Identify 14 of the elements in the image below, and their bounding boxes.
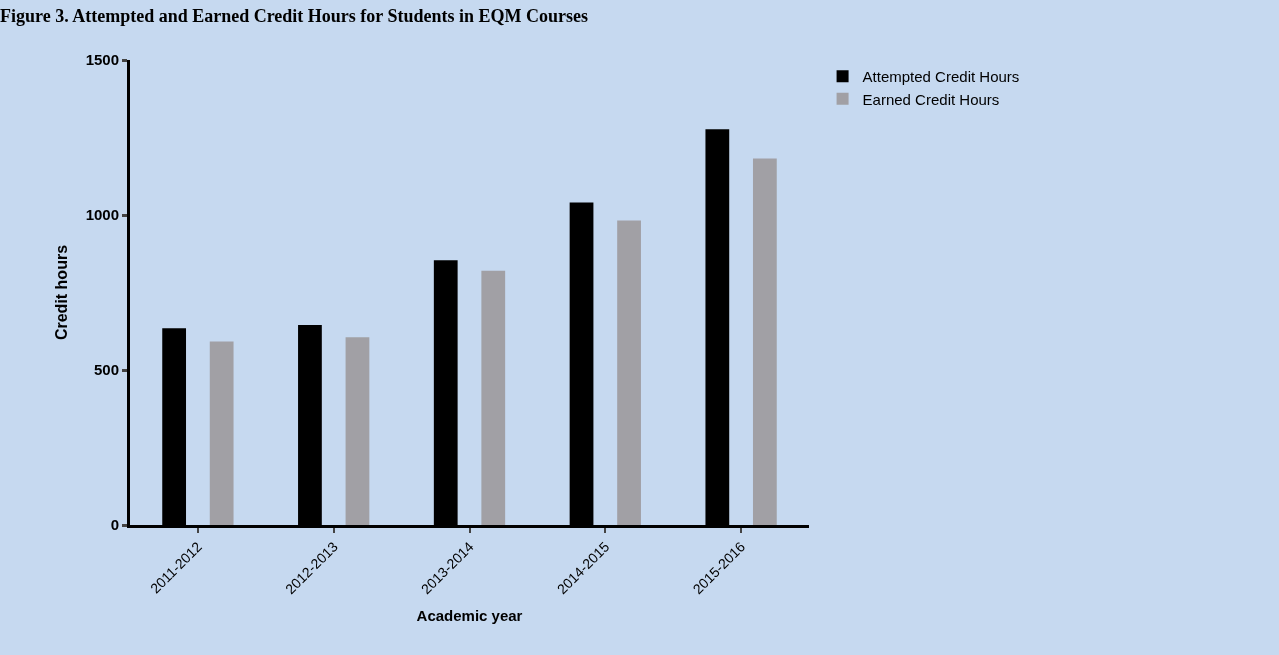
y-tick-label: 0 bbox=[110, 516, 119, 534]
bar bbox=[617, 220, 641, 525]
legend-label: Attempted Credit Hours bbox=[862, 68, 1020, 86]
bar bbox=[209, 341, 234, 525]
bar bbox=[345, 337, 370, 525]
y-axis-title: Credit hours bbox=[52, 244, 70, 341]
bar bbox=[481, 270, 506, 525]
x-axis-title: Academic year bbox=[416, 607, 523, 625]
legend-label: Earned Credit Hours bbox=[862, 90, 1000, 108]
bar bbox=[752, 158, 777, 525]
chart-title: Figure 3. Attempted and Earned Credit Hours for Students in EQM Courses bbox=[0, 6, 589, 27]
y-tick-label: 1000 bbox=[85, 206, 119, 224]
y-tick-label: 1500 bbox=[85, 51, 119, 69]
y-tick-label: 500 bbox=[93, 361, 119, 379]
